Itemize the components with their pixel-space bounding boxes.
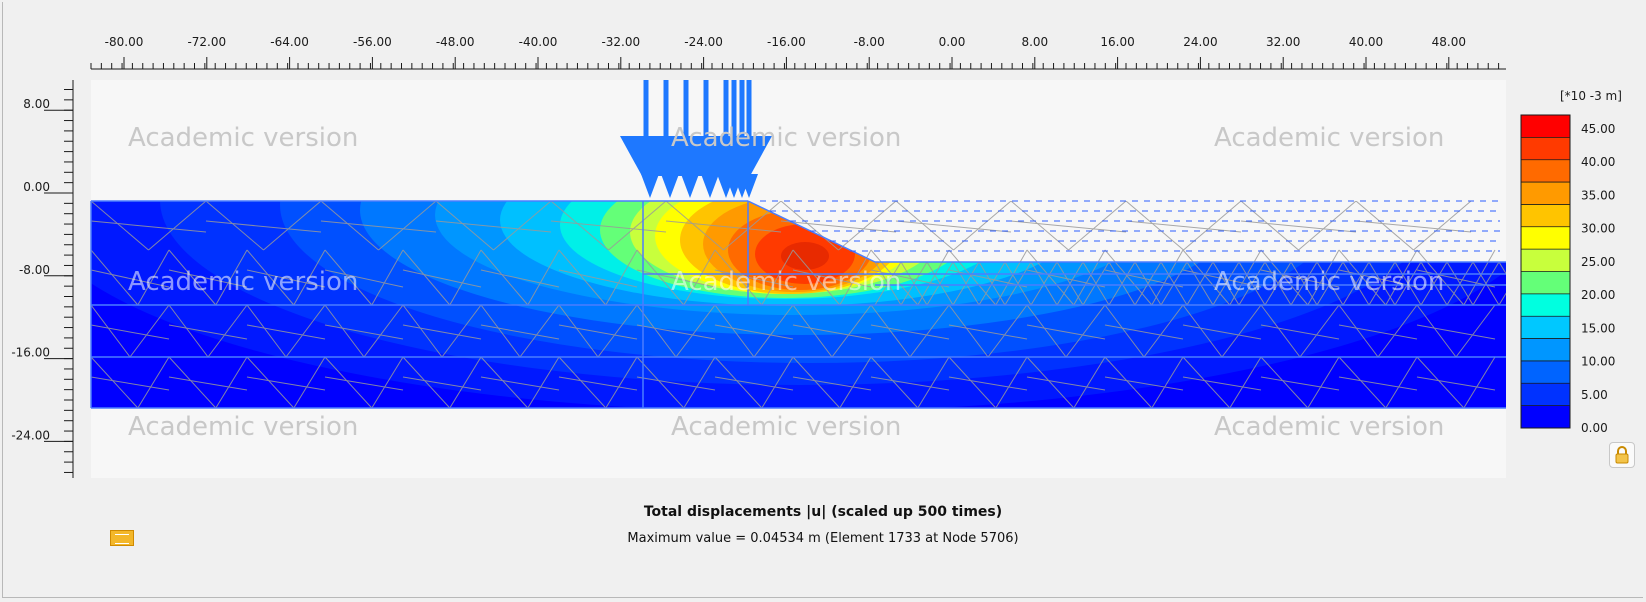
watermark-text: Academic version: [1214, 123, 1444, 153]
x-tick-label: 8.00: [1021, 35, 1048, 49]
x-tick-label: -16.00: [767, 35, 806, 49]
x-tick-label: -48.00: [436, 35, 475, 49]
y-axis: 8.00 0.00 -8.00 -16.00 -24.00: [11, 80, 74, 478]
legend-color-band: [1521, 383, 1570, 407]
legend-value-label: 15.00: [1581, 321, 1615, 335]
legend-value-label: 45.00: [1581, 122, 1615, 136]
surface-load-arrows: [620, 80, 772, 198]
legend-color-band: [1521, 360, 1570, 384]
watermark-text: Academic version: [128, 412, 358, 442]
load-arrow-head: [740, 174, 758, 198]
layer-boundaries: [90, 200, 1506, 409]
x-tick-label: -32.00: [601, 35, 640, 49]
lock-icon[interactable]: [1609, 442, 1635, 468]
legend-color-band: [1521, 338, 1570, 362]
legend-toggle-icon[interactable]: [110, 530, 134, 546]
x-tick-label: -8.00: [854, 35, 885, 49]
load-arrow-shaft: [739, 80, 745, 136]
x-axis: -80.00 -72.00 -64.00 -56.00 -48.00 -40.00 -32.…: [90, 35, 1506, 70]
x-tick-label: -64.00: [270, 35, 309, 49]
load-arrow-head: [641, 174, 659, 198]
x-tick-label: -80.00: [105, 35, 144, 49]
load-arrow-shaft: [731, 80, 737, 136]
legend-value-label: 10.00: [1581, 355, 1615, 369]
load-arrow-head: [661, 174, 679, 198]
legend-value-label: 20.00: [1581, 288, 1615, 302]
finite-element-mesh: [91, 201, 1506, 408]
color-legend: [*10 -3 m] 45.00 40.00 35.00 30.00 25.00 20.0…: [1520, 89, 1622, 435]
legend-color-band: [1521, 249, 1570, 272]
lock-icon-glyph: [1615, 446, 1629, 464]
y-tick-label: 0.00: [23, 180, 50, 194]
legend-color-band: [1521, 159, 1570, 183]
y-tick-label: -24.00: [11, 428, 50, 442]
x-tick-label: 48.00: [1432, 35, 1466, 49]
watermark-text: Academic version: [128, 123, 358, 153]
legend-color-band: [1521, 115, 1570, 138]
legend-value-label: 30.00: [1581, 222, 1615, 236]
x-tick-label: -40.00: [519, 35, 558, 49]
max-value-label: Maximum value = 0.04534 m (Element 1733 …: [627, 531, 1019, 546]
legend-unit: [*10 -3 m]: [1560, 89, 1622, 103]
y-tick-label: -8.00: [19, 263, 50, 277]
x-tick-label: -24.00: [684, 35, 723, 49]
x-tick-label: 40.00: [1349, 35, 1383, 49]
watermark-text: Academic version: [128, 267, 358, 297]
load-block: [620, 136, 772, 176]
legend-color-band: [1521, 137, 1570, 161]
x-tick-label: 24.00: [1183, 35, 1217, 49]
legend-color-band: [1521, 293, 1570, 317]
legend-color-band: [1521, 271, 1570, 295]
legend-value-label: 25.00: [1581, 255, 1615, 269]
x-tick-label: -56.00: [353, 35, 392, 49]
load-arrow-shaft: [746, 80, 752, 136]
legend-color-band: [1521, 182, 1570, 205]
x-tick-label: -72.00: [187, 35, 226, 49]
load-arrow-shaft: [643, 80, 649, 136]
load-arrow-shaft: [683, 80, 689, 136]
legend-value-label: 0.00: [1581, 421, 1608, 435]
legend-color-band: [1521, 316, 1570, 340]
legend-value-label: 40.00: [1581, 155, 1615, 169]
legend-value-label: 5.00: [1581, 388, 1608, 402]
watermark-text: Academic version: [671, 412, 901, 442]
load-arrow-head: [701, 174, 719, 198]
watermark-text: Academic version: [1214, 267, 1444, 297]
load-arrow-shaft: [663, 80, 669, 136]
y-tick-label: -16.00: [11, 346, 50, 360]
phreatic-lines: [760, 200, 1500, 252]
watermark-text: Academic version: [671, 123, 901, 153]
legend-color-band: [1521, 204, 1570, 228]
x-tick-label: 32.00: [1266, 35, 1300, 49]
load-arrow-shaft: [723, 80, 729, 136]
legend-color-band: [1521, 405, 1570, 429]
y-tick-label: 8.00: [23, 97, 50, 111]
soil-contours: [91, 201, 1506, 408]
watermarks: Academic version Academic version Academ…: [128, 123, 1444, 442]
plot-title: Total displacements |u| (scaled up 500 t…: [643, 504, 1003, 520]
load-arrow-head: [681, 174, 699, 198]
x-tick-label: 16.00: [1100, 35, 1134, 49]
watermark-text: Academic version: [671, 267, 901, 297]
x-tick-label: 0.00: [939, 35, 966, 49]
load-arrow-shaft: [703, 80, 709, 136]
watermark-text: Academic version: [1214, 412, 1444, 442]
legend-value-label: 35.00: [1581, 188, 1615, 202]
legend-color-band: [1521, 226, 1570, 250]
